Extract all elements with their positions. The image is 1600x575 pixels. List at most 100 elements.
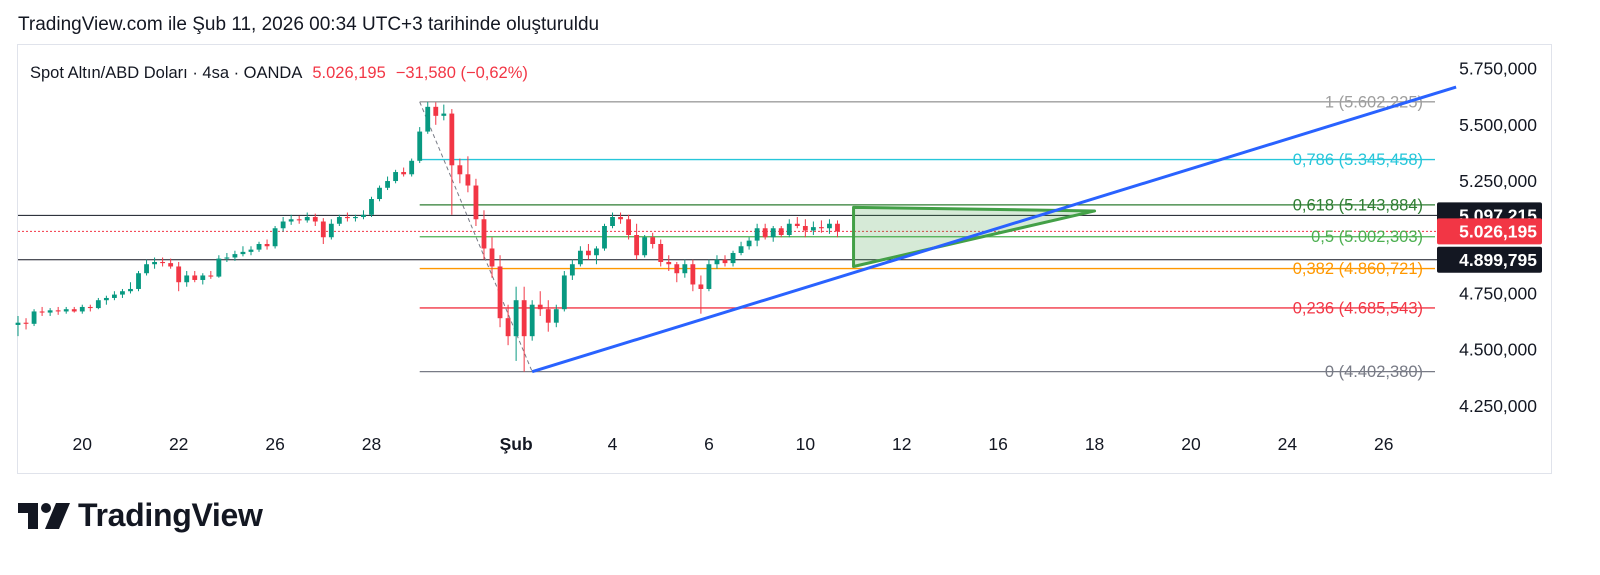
candle-body [240, 251, 246, 255]
candle-body [794, 223, 800, 227]
candle-body [111, 294, 117, 298]
fib-level-label: 0,236 (4.685,543) [1293, 299, 1423, 317]
candle-body [256, 243, 262, 250]
candle-body [586, 250, 591, 256]
fib-level-label: 1 (5.602,225) [1325, 93, 1423, 111]
candle-body [513, 300, 519, 337]
candle-body [248, 249, 254, 252]
candle-body [682, 264, 688, 274]
axis-layer: 5.750,000 5.500,000 5.250,000 4.750,000 4.50… [73, 59, 1538, 454]
fib-level-label: 0 (4.402,380) [1325, 363, 1423, 381]
tradingview-logo-icon [18, 502, 70, 529]
candle-body [786, 223, 792, 235]
fib-level-label: 0,5 (5.002,303) [1311, 228, 1423, 246]
candle-body [87, 306, 93, 309]
candle-body [216, 258, 222, 277]
candle-body [208, 275, 214, 277]
y-axis-tick-label: 5.250,000 [1459, 171, 1537, 191]
candle-body [714, 259, 720, 265]
candle-body [401, 172, 407, 175]
candle-body [425, 106, 431, 132]
candle-body [577, 250, 583, 265]
candle-body [497, 266, 503, 319]
candle-body [626, 219, 632, 235]
candle-body [79, 306, 85, 312]
candle-body [802, 226, 808, 231]
candle-body [618, 217, 623, 220]
candle-body [120, 291, 125, 295]
candle-body [95, 300, 101, 309]
y-axis-tick-label: 4.250,000 [1459, 396, 1537, 416]
candle-body [778, 228, 784, 235]
candle-body [489, 248, 495, 267]
y-axis-tick-label: 4.750,000 [1459, 283, 1537, 303]
candle-body [417, 131, 423, 161]
candle-body [610, 217, 615, 227]
x-axis-tick-label: 24 [1278, 434, 1298, 454]
candle-body [553, 309, 559, 323]
candle-body [280, 221, 286, 229]
candle-body [103, 297, 109, 301]
x-axis-tick-label: 18 [1085, 434, 1104, 454]
x-axis-tick-label: 20 [1181, 434, 1201, 454]
candle-body [361, 214, 366, 218]
candle-body [320, 221, 326, 238]
candle-body [39, 311, 45, 313]
candle-body [634, 235, 640, 256]
fib-level-label: 0,618 (5.143,884) [1293, 196, 1423, 214]
candle-body [63, 309, 69, 312]
candle-body [184, 275, 190, 283]
candle-body [481, 219, 487, 249]
candle-body [810, 227, 816, 231]
candle-body [505, 318, 511, 337]
candle-body [192, 275, 198, 280]
candle-body [393, 172, 399, 182]
candle-body [835, 223, 840, 232]
candle-body [449, 113, 455, 166]
candle-body [344, 217, 350, 219]
candle-body [312, 217, 318, 222]
candle-body [224, 257, 230, 259]
candle-body [441, 113, 447, 116]
ascending-trendline [531, 85, 1457, 374]
price-label-box [1437, 218, 1542, 245]
candle-body [818, 227, 824, 229]
candle-body [377, 187, 382, 200]
chart-svg[interactable]: 1 (5.602,225) 0,786 (5.345,458) 0,618 (5.1… [0, 0, 1600, 480]
x-axis-tick-label: 22 [169, 434, 188, 454]
candle-body [674, 264, 680, 274]
x-axis-tick-label: 10 [796, 434, 816, 454]
candle-body [296, 219, 302, 221]
x-axis-tick-label: 26 [265, 434, 284, 454]
candle-body [128, 288, 133, 292]
candle-body [642, 237, 648, 256]
x-axis-tick-label: 16 [988, 434, 1007, 454]
candle-body [200, 275, 206, 280]
candle-body [144, 264, 149, 274]
tradingview-logo[interactable]: TradingView [18, 497, 263, 534]
overlay-lines: 1 (5.602,225) 0,786 (5.345,458) 0,618 (5.1… [18, 93, 1437, 381]
candle-body [658, 243, 664, 262]
candle-body [304, 217, 310, 221]
price-label-text: 4.899,795 [1459, 250, 1537, 270]
candle-body [71, 309, 77, 312]
candle-body [176, 266, 182, 283]
candle-body [730, 252, 736, 264]
candle-body [160, 261, 166, 264]
y-axis-tick-label: 4.500,000 [1459, 340, 1537, 360]
candle-body [521, 300, 527, 337]
candle-body [232, 254, 238, 258]
candle-body [168, 263, 174, 267]
candle-body [666, 261, 672, 265]
candle-body [706, 264, 712, 289]
candle-body [770, 228, 776, 238]
candle-body [738, 246, 744, 253]
symbol-change: −31,580 (−0,62%) [396, 64, 528, 82]
candle-body [336, 217, 342, 224]
candle-body [47, 310, 53, 313]
legend-layer: Spot Altın/ABD Doları · 4sa · OANDA 5.02… [30, 64, 528, 82]
candle-body [650, 237, 656, 244]
candle-body [473, 185, 479, 220]
tradingview-logo-text: TradingView [78, 497, 263, 533]
